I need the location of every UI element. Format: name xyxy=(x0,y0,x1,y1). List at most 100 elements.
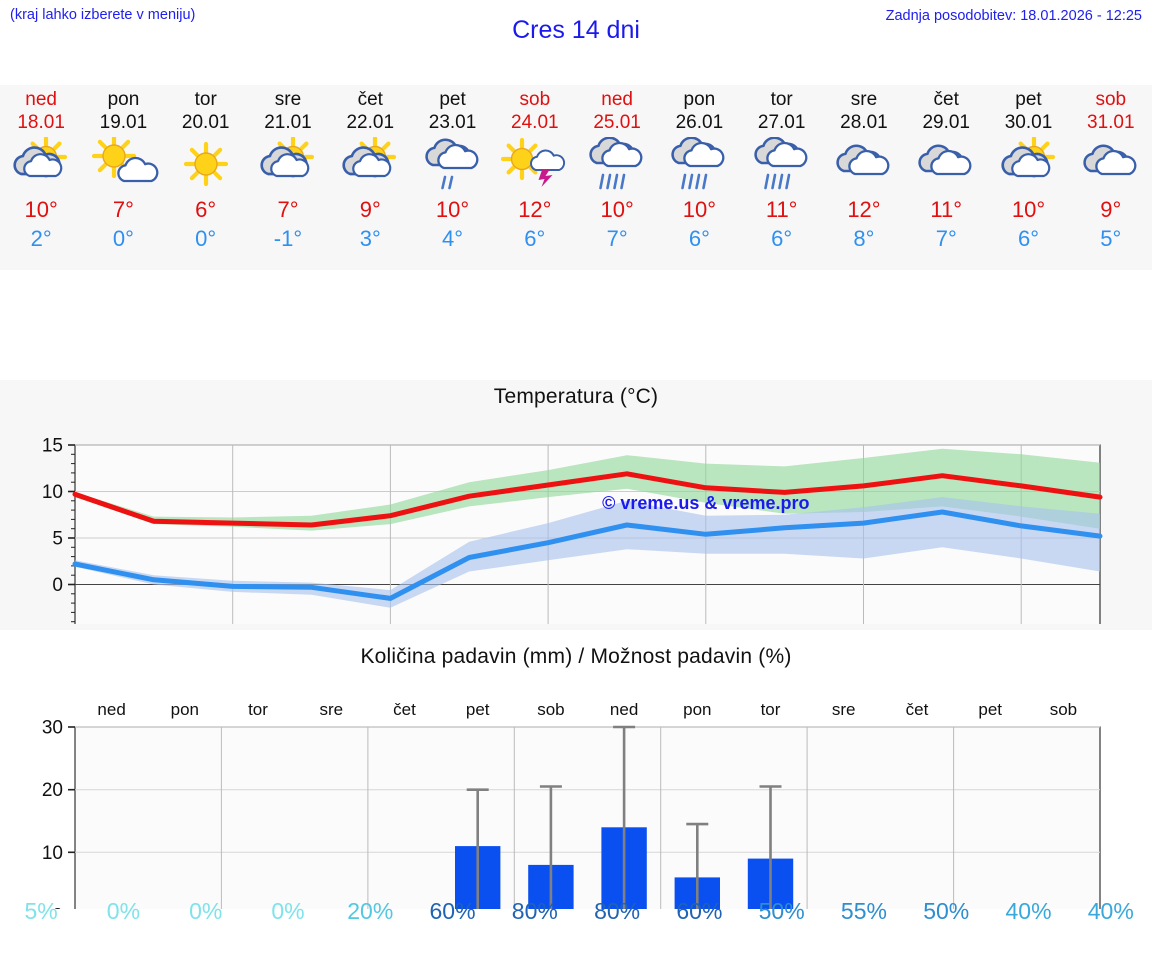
precipitation-probability-label: 0% xyxy=(106,898,141,924)
svg-text:© vreme.us & vreme.pro: © vreme.us & vreme.pro xyxy=(602,493,809,513)
day-of-week-label: pet xyxy=(1015,89,1042,110)
top-bar: (kraj lahko izberete v meniju) Cres 14 d… xyxy=(0,0,1152,62)
cloud-rain-icon xyxy=(743,137,821,193)
svg-text:sob: sob xyxy=(1050,700,1077,719)
svg-text:tor: tor xyxy=(761,700,781,719)
precipitation-probability-row: 5% 0% 0% 0% 20% 60% 80% 80% 60% 50% 55% 50% 40% 40% xyxy=(0,898,1152,925)
svg-text:ned: ned xyxy=(610,700,638,719)
day-date-label: 24.01 xyxy=(511,112,559,133)
max-temperature-label: 10° xyxy=(600,197,634,222)
max-temperature-label: 10° xyxy=(1011,197,1046,222)
svg-text:čet: čet xyxy=(393,700,416,719)
precipitation-probability-label: 80% xyxy=(511,898,558,924)
day-column[interactable]: pon 26.01 10° 6° xyxy=(658,85,740,270)
max-temperature-label: 7° xyxy=(112,197,134,222)
svg-text:tor: tor xyxy=(248,700,268,719)
day-of-week-label: ned xyxy=(25,89,57,110)
day-column[interactable]: sre 28.01 12° 8° xyxy=(823,85,905,270)
cloud-light-rain-icon xyxy=(414,137,492,193)
day-date-label: 22.01 xyxy=(346,112,395,133)
svg-text:sre: sre xyxy=(832,700,856,719)
day-column[interactable]: pon 19.01 7° 0° xyxy=(82,85,164,270)
sun-behind-cloud-icon xyxy=(2,137,80,193)
cloud-icon xyxy=(907,137,985,193)
cloud-rain-icon xyxy=(578,137,656,193)
max-temperature-label: 6° xyxy=(195,197,217,222)
day-date-label: 19.01 xyxy=(99,112,148,133)
min-temperature-label: 7° xyxy=(606,226,628,251)
sun-behind-cloud-icon xyxy=(331,137,409,193)
svg-text:pon: pon xyxy=(683,700,711,719)
day-of-week-label: pon xyxy=(683,89,716,110)
day-column[interactable]: pet 30.01 10° 6° xyxy=(987,85,1069,270)
min-temperature-label: 4° xyxy=(442,226,464,251)
day-date-label: 26.01 xyxy=(675,112,724,133)
day-of-week-label: pon xyxy=(107,89,140,110)
day-date-label: 30.01 xyxy=(1004,112,1053,133)
sun-thunderstorm-icon xyxy=(496,137,574,193)
daily-forecast-strip: ned 18.01 10° 2° pon 19.01 7° 0° tor 20.01 6° 0° s… xyxy=(0,85,1152,270)
svg-text:10: 10 xyxy=(42,482,63,503)
svg-text:pon: pon xyxy=(171,700,199,719)
max-temperature-label: 10° xyxy=(682,197,717,222)
min-temperature-label: 8° xyxy=(853,226,875,251)
max-temperature-label: 10° xyxy=(24,197,58,222)
max-temperature-label: 11° xyxy=(930,197,963,222)
precipitation-probability-label: 0% xyxy=(189,898,223,924)
day-date-label: 18.01 xyxy=(17,112,65,133)
svg-text:sob: sob xyxy=(537,700,564,719)
day-column[interactable]: čet 22.01 9° 3° xyxy=(329,85,411,270)
svg-text:15: 15 xyxy=(42,436,63,457)
precipitation-chart-block: Količina padavin (mm) / Možnost padavin … xyxy=(0,640,1152,940)
svg-text:ned: ned xyxy=(97,700,125,719)
precipitation-chart-title: Količina padavin (mm) / Možnost padavin … xyxy=(360,645,792,668)
day-date-label: 20.01 xyxy=(181,112,230,133)
day-date-label: 28.01 xyxy=(840,112,888,133)
day-column[interactable]: pet 23.01 10° 4° xyxy=(411,85,493,270)
day-column[interactable]: tor 27.01 11° 6° xyxy=(741,85,823,270)
day-of-week-label: tor xyxy=(770,89,793,110)
day-column[interactable]: sob 24.01 12° 6° xyxy=(494,85,576,270)
precipitation-probability-label: 80% xyxy=(594,898,641,924)
day-date-label: 31.01 xyxy=(1087,112,1135,133)
precipitation-probability-label: 20% xyxy=(347,898,394,924)
day-column[interactable]: sob 31.01 9° 5° xyxy=(1070,85,1152,270)
max-temperature-label: 12° xyxy=(847,197,881,222)
day-of-week-label: ned xyxy=(601,89,633,110)
day-date-label: 23.01 xyxy=(428,112,477,133)
day-of-week-label: sre xyxy=(850,89,878,110)
sun-behind-cloud-icon xyxy=(990,137,1068,193)
precipitation-probability-label: 55% xyxy=(840,898,887,924)
min-temperature-label: 2° xyxy=(30,226,52,251)
sun-icon xyxy=(167,137,245,193)
min-temperature-label: 3° xyxy=(359,226,381,251)
page-title: Cres 14 dni xyxy=(512,16,640,44)
min-temperature-label: 0° xyxy=(112,226,134,251)
max-temperature-label: 11° xyxy=(765,197,798,222)
cloud-rain-icon xyxy=(660,137,738,193)
precipitation-probability-label: 50% xyxy=(923,898,970,924)
day-column[interactable]: ned 25.01 10° 7° xyxy=(576,85,658,270)
day-of-week-label: sob xyxy=(519,89,551,110)
day-column[interactable]: čet 29.01 11° 7° xyxy=(905,85,987,270)
svg-text:pet: pet xyxy=(466,700,490,719)
precipitation-probability-label: 40% xyxy=(1005,898,1052,924)
precipitation-chart: 0 10 20 30 ned pon tor sre čet pet sob ned pon tor sre… xyxy=(0,669,1152,909)
svg-text:−5: −5 xyxy=(41,622,63,625)
day-column[interactable]: tor 20.01 6° 0° xyxy=(165,85,247,270)
day-column[interactable]: ned 18.01 10° 2° xyxy=(0,85,82,270)
max-temperature-label: 10° xyxy=(435,197,470,222)
min-temperature-label: 6° xyxy=(771,226,793,251)
min-temperature-label: 6° xyxy=(1017,226,1040,251)
min-temperature-label: 6° xyxy=(524,226,546,251)
temperature-chart: −5 0 5 10 15 © vreme.us & vreme.pro xyxy=(0,409,1152,624)
min-temperature-label: 0° xyxy=(195,226,217,251)
temperature-chart-title: Temperatura (°C) xyxy=(493,385,659,408)
max-temperature-label: 9° xyxy=(359,197,381,222)
precipitation-probability-label: 5% xyxy=(24,898,58,924)
day-date-label: 27.01 xyxy=(757,112,806,133)
svg-text:30: 30 xyxy=(42,718,63,739)
day-column[interactable]: sre 21.01 7° -1° xyxy=(247,85,329,270)
day-of-week-label: sre xyxy=(274,89,302,110)
